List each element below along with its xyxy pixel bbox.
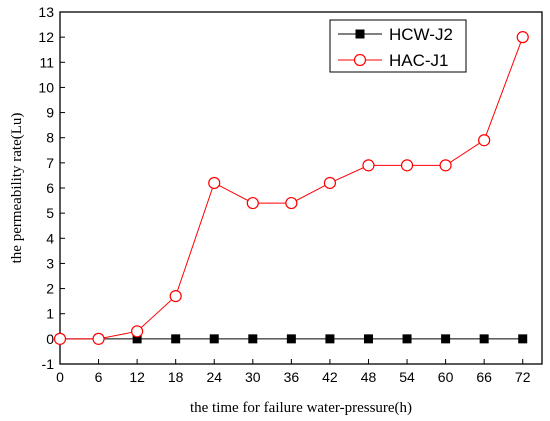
y-tick-label: 12: [38, 29, 54, 45]
y-axis-title: the permeability rate(Lu): [9, 113, 25, 264]
data-point: [518, 334, 528, 344]
y-tick-label: 4: [46, 230, 54, 246]
y-tick-label: 3: [46, 255, 54, 271]
data-point: [516, 31, 529, 44]
legend-box: [329, 19, 467, 73]
data-point: [248, 334, 258, 344]
legend-label-hac: HAC-J1: [389, 51, 449, 70]
data-point: [131, 325, 144, 338]
legend-marker-hcw: [355, 29, 365, 39]
data-point: [169, 290, 182, 303]
series-hac-j1: [53, 31, 529, 345]
x-axis: 0 6 12 18 24 30 36 42 48 54 60 66 72: [56, 359, 531, 385]
x-tick-label: 60: [438, 369, 454, 385]
y-tick-label: 9: [46, 105, 54, 121]
data-point: [441, 334, 451, 344]
data-point: [92, 332, 105, 345]
data-point: [323, 176, 337, 190]
data-point: [286, 334, 296, 344]
y-tick-label: 6: [46, 180, 54, 196]
x-tick-label: 30: [245, 369, 261, 385]
data-point: [246, 196, 259, 210]
y-tick-label: 0: [46, 331, 54, 347]
x-tick-label: 54: [399, 369, 415, 385]
legend-label-hcw: HCW-J2: [389, 25, 453, 44]
x-tick-label: 36: [284, 369, 300, 385]
data-point: [400, 159, 414, 172]
x-axis-title: the time for failure water-pressure(h): [190, 400, 412, 416]
data-point: [479, 334, 489, 344]
y-tick-label: 5: [46, 205, 54, 221]
y-tick-label: -1: [42, 356, 55, 372]
x-tick-label: 66: [476, 369, 492, 385]
y-tick-label: 10: [38, 79, 54, 95]
data-point: [325, 334, 335, 344]
y-tick-label: 1: [46, 306, 54, 322]
y-tick-label: 8: [46, 130, 54, 146]
series-layer: [53, 31, 529, 345]
x-tick-label: 72: [515, 369, 531, 385]
x-tick-label: 12: [129, 369, 145, 385]
data-point: [132, 334, 142, 344]
plot-frame: [59, 11, 543, 365]
legend: HCW-J2 HAC-J1: [329, 19, 467, 73]
x-tick-label: 48: [361, 369, 377, 385]
data-point: [363, 334, 373, 344]
y-tick-label: 11: [39, 54, 54, 70]
data-point: [285, 196, 298, 210]
data-point: [402, 334, 412, 344]
legend-marker-hac: [353, 53, 367, 67]
data-point: [208, 176, 221, 190]
x-tick-label: 18: [168, 369, 184, 385]
data-point: [53, 332, 67, 345]
data-point: [439, 159, 452, 172]
x-tick-label: 24: [206, 369, 222, 385]
x-tick-label: 0: [56, 369, 64, 385]
data-point: [362, 159, 375, 172]
x-tick-label: 42: [322, 369, 338, 385]
y-tick-label: 13: [38, 4, 54, 20]
data-point: [478, 134, 491, 147]
data-point: [171, 334, 181, 344]
y-tick-label: 7: [46, 155, 54, 171]
x-tick-label: 6: [95, 369, 103, 385]
data-point: [209, 334, 219, 344]
y-tick-label: 2: [46, 281, 54, 297]
